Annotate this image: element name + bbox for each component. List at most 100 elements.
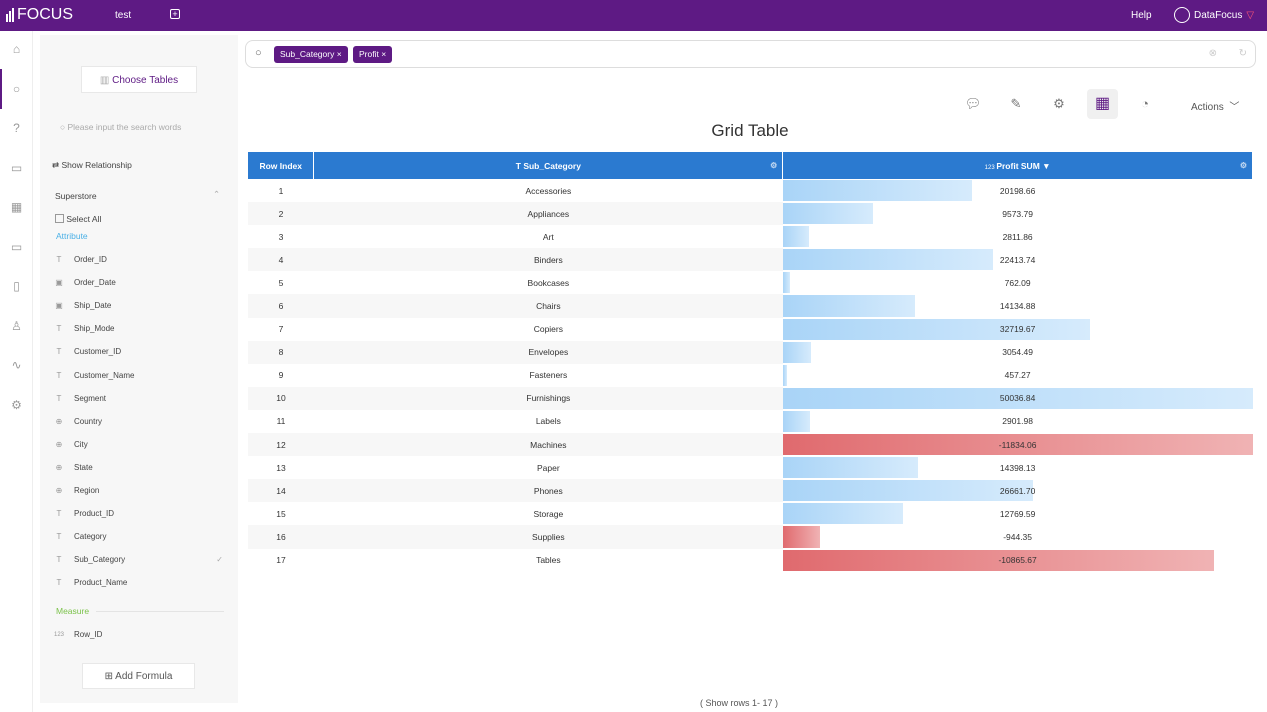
tab-test[interactable]: test	[115, 10, 132, 21]
profit-bar	[782, 457, 918, 479]
field-item[interactable]: T Order_ID	[53, 255, 223, 264]
clipboard-icon[interactable]: ▯	[13, 279, 20, 293]
refresh-icon[interactable]: ↻	[1238, 48, 1247, 59]
comment-icon[interactable]: 💬︎	[964, 96, 982, 111]
field-type-icon: T	[56, 578, 62, 588]
table-row[interactable]: 17 Tables -10865.67	[248, 549, 1253, 572]
table-icon[interactable]: ▦	[10, 200, 23, 214]
field-item[interactable]: T Product_Name	[53, 578, 223, 587]
profit-bar	[782, 549, 1215, 571]
field-item[interactable]: ⊕ City	[53, 440, 223, 449]
table-row[interactable]: 16 Supplies -944.35	[248, 525, 1253, 549]
row-index: 17	[276, 555, 286, 566]
table-row[interactable]: 12 Machines -11834.06	[248, 433, 1253, 457]
field-item[interactable]: T Customer_ID	[53, 347, 223, 356]
table-row[interactable]: 6 Chairs 14134.88	[248, 294, 1253, 318]
field-search-input[interactable]: ○ Please input the search words	[60, 122, 182, 132]
badge-icon: ▽	[1246, 9, 1255, 21]
table-row[interactable]: 9 Fasteners 457.27	[248, 364, 1253, 387]
home-icon[interactable]: ⌂	[12, 42, 21, 56]
table-row[interactable]: 3 Art 2811.86	[248, 225, 1253, 248]
sub-category-cell: Phones	[313, 479, 783, 503]
field-item[interactable]: ▣ Ship_Date	[53, 301, 223, 310]
table-row[interactable]: 8 Envelopes 3054.49	[248, 340, 1253, 364]
table-row[interactable]: 10 Furnishings 50036.84	[248, 386, 1253, 410]
row-index: 5	[278, 277, 284, 288]
search-icon[interactable]: ○	[12, 82, 21, 96]
row-index: 14	[248, 479, 314, 503]
table-row[interactable]: 15 Storage 12769.59	[248, 502, 1253, 525]
header-row-index[interactable]: Row Index	[248, 152, 315, 179]
add-formula-button[interactable]: ⊞ Add Formula	[82, 663, 195, 689]
table-row[interactable]: 2 Appliances 9573.79	[248, 202, 1253, 226]
field-type-icon: T	[56, 370, 62, 380]
table-row[interactable]: 5 Bookcases 762.09	[248, 271, 1253, 294]
sort-desc-icon[interactable]: ▼	[1042, 160, 1051, 171]
choose-tables-button[interactable]: ▥ Choose Tables	[81, 66, 197, 93]
help-link[interactable]: Help	[1131, 10, 1152, 21]
column-settings-icon[interactable]: ⚙	[770, 161, 778, 170]
table-row[interactable]: 11 Labels 2901.98	[248, 410, 1253, 433]
field-type-icon: T	[56, 324, 62, 334]
settings-icon[interactable]: ⚙	[1053, 96, 1065, 111]
field-item[interactable]: T Ship_Mode	[53, 324, 223, 333]
header-sub-category[interactable]: T Sub_Category ⚙	[313, 152, 784, 179]
profit-cell: 20198.66	[782, 179, 1253, 202]
profit-bar	[782, 249, 994, 271]
add-tab-icon[interactable]: +	[170, 9, 180, 19]
profit-bar	[782, 272, 790, 294]
profit-cell: 457.27	[782, 364, 1253, 387]
field-type-icon: ⊕	[55, 416, 63, 426]
settings-icon[interactable]: ⚙	[11, 398, 22, 412]
field-item[interactable]: ▣ Order_Date	[53, 278, 223, 287]
logo[interactable]: FOCUS	[6, 6, 73, 24]
table-row[interactable]: 4 Binders 22413.74	[248, 248, 1253, 272]
table-row[interactable]: 14 Phones 26661.70	[248, 479, 1253, 503]
field-item[interactable]: 123 Row_ID	[53, 630, 102, 639]
row-index: 10	[248, 386, 314, 410]
field-item[interactable]: ⊕ Country	[53, 417, 223, 426]
field-item[interactable]: T Segment	[53, 394, 223, 403]
profit-bar	[782, 180, 973, 202]
field-item[interactable]: T Customer_Name	[53, 371, 223, 380]
attribute-label: Attribute	[56, 231, 88, 241]
field-item[interactable]: T Product_ID	[53, 509, 223, 518]
field-item[interactable]: T Category	[53, 532, 223, 541]
user-icon[interactable]: ♙	[11, 319, 22, 333]
sub-category-cell: Appliances	[313, 202, 783, 226]
column-settings-icon[interactable]: ⚙	[1239, 161, 1247, 170]
table-row[interactable]: 13 Paper 14398.13	[248, 456, 1253, 479]
row-index: 3	[278, 231, 284, 242]
chip-profit[interactable]: Profit ×	[353, 46, 393, 63]
field-type-icon: T	[56, 509, 62, 519]
profit-bar	[782, 203, 873, 225]
text-type-icon: T	[515, 160, 524, 171]
chart-icon: ▥	[99, 75, 113, 86]
pin-icon[interactable]: ✎	[1010, 96, 1022, 111]
select-all-checkbox[interactable]: Select All	[55, 214, 101, 224]
chip-sub-category[interactable]: Sub_Category ×	[274, 46, 348, 63]
actions-dropdown[interactable]: Actions ﹀	[1191, 102, 1240, 113]
field-item[interactable]: T Sub_Category ✓	[53, 555, 223, 564]
grid-table-icon[interactable]: ▦	[1087, 89, 1118, 119]
pulse-icon[interactable]: ∿	[11, 358, 22, 372]
monitor-icon[interactable]: ▭	[10, 161, 23, 175]
clear-icon[interactable]: ⊗	[1208, 48, 1217, 59]
user-menu[interactable]: DataFocus ▽	[1174, 7, 1254, 23]
show-relationship-button[interactable]: ⇄ Show Relationship	[52, 160, 132, 170]
header-profit-sum[interactable]: 123 Profit SUM ▼ ⚙	[782, 152, 1253, 179]
help-icon[interactable]: ?	[13, 121, 20, 135]
number-type-icon: 123	[984, 164, 997, 171]
nav-rail: ⌂ ○ ? ▭ ▦ ▭ ▯ ♙ ∿ ⚙	[0, 31, 33, 712]
field-item[interactable]: ⊕ Region	[53, 486, 223, 495]
table-row[interactable]: 7 Copiers 32719.67	[248, 318, 1253, 341]
row-index: 8	[248, 340, 314, 364]
chart-type-icon[interactable]: ◔	[1141, 96, 1149, 111]
grid-title: Grid Table	[711, 121, 789, 140]
folder-icon[interactable]: ▭	[10, 240, 23, 254]
table-row[interactable]: 1 Accessories 20198.66	[248, 179, 1253, 202]
field-type-icon: T	[56, 555, 62, 565]
collapse-icon[interactable]: ⌃	[213, 189, 221, 199]
field-item[interactable]: ⊕ State	[53, 463, 223, 472]
search-bar[interactable]: ○ Sub_Category × Profit × ⊗ ↻	[245, 40, 1256, 68]
